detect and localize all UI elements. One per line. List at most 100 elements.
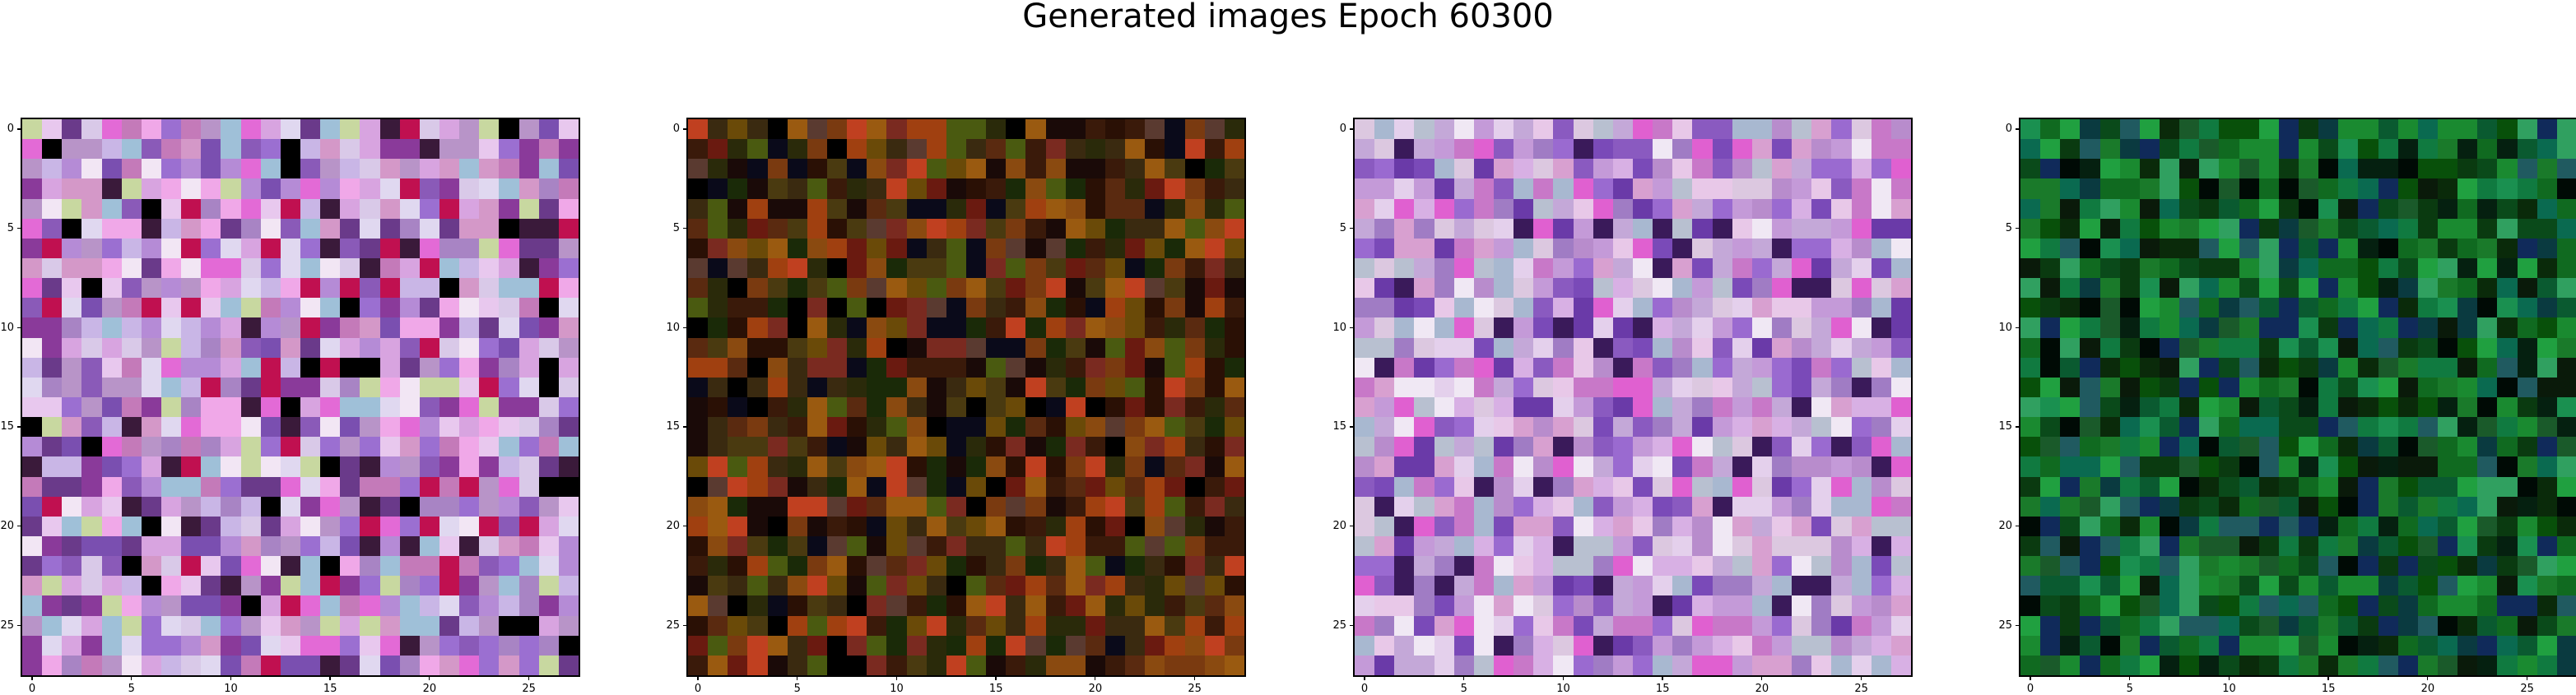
x-tick-mark [2426,675,2429,680]
pixel-grid [1353,118,1913,677]
y-tick-mark [2016,327,2020,328]
y-tick-label: 25 [1998,619,2012,632]
x-tick-label: 25 [1188,683,1202,695]
y-tick-label: 15 [1998,420,2012,433]
x-tick-label: 15 [988,683,1003,695]
x-tick-label: 10 [2222,683,2236,695]
y-tick-mark [683,227,688,229]
x-tick-label: 15 [2321,683,2336,695]
x-tick-mark [2228,675,2230,680]
pixel-grid [21,118,580,677]
y-tick-mark [17,128,22,130]
y-tick-label: 20 [666,519,680,532]
x-tick-label: 0 [694,683,702,695]
x-tick-label: 20 [1755,683,1769,695]
y-tick-label: 10 [1998,321,2012,334]
x-tick-mark [1094,675,1096,680]
y-tick-mark [1350,227,1355,229]
x-tick-label: 0 [1360,683,1369,695]
y-tick-mark [683,128,688,130]
y-tick-label: 10 [666,321,680,334]
pixel-grid [2019,118,2576,677]
y-tick-mark [2016,624,2020,627]
y-tick-label: 20 [1332,519,1346,532]
figure-title: Generated images Epoch 60300 [1022,0,1554,35]
generated-image-panel-4: 0 5 10 15 20 25 0 5 10 15 20 25 [1998,118,2576,694]
y-tick-mark [2016,525,2020,527]
x-tick-mark [329,675,331,680]
x-tick-mark [1860,675,1862,680]
x-tick-label: 10 [1556,683,1570,695]
x-tick-mark [1760,675,1763,680]
y-tick-label: 25 [1332,619,1346,632]
x-tick-label: 5 [128,683,135,695]
y-tick-label: 0 [7,123,14,136]
x-tick-mark [1364,675,1365,680]
y-tick-mark [683,525,688,527]
y-tick-label: 20 [1998,519,2012,532]
y-tick-label: 25 [0,619,14,632]
x-tick-label: 10 [890,683,904,695]
x-tick-mark [995,675,997,680]
y-tick-label: 25 [666,619,680,632]
y-tick-label: 0 [1339,123,1346,136]
y-tick-mark [17,327,22,328]
y-tick-mark [2016,426,2020,428]
y-tick-mark [683,327,688,328]
x-tick-mark [2128,675,2131,680]
x-tick-mark [697,675,699,680]
x-tick-mark [2526,675,2528,680]
x-tick-label: 20 [1088,683,1103,695]
x-tick-mark [528,675,530,680]
generated-image-panel-2: 0 5 10 15 20 25 0 5 10 15 20 25 [666,118,1246,694]
x-tick-mark [895,675,897,680]
y-tick-mark [683,426,688,428]
y-tick-label: 5 [672,221,680,234]
y-tick-label: 5 [7,221,14,234]
x-tick-mark [2327,675,2329,680]
y-tick-label: 0 [2005,123,2012,136]
x-tick-label: 5 [1460,683,1467,695]
x-tick-mark [1462,675,1465,680]
x-tick-mark [2030,675,2031,680]
generated-image-panel-1: 0 5 10 15 20 25 0 5 10 15 20 25 [0,118,580,694]
y-tick-mark [17,624,22,627]
y-tick-label: 15 [666,420,680,433]
y-tick-mark [17,525,22,527]
x-tick-mark [230,675,231,680]
y-tick-mark [1350,426,1355,428]
x-tick-label: 20 [422,683,437,695]
x-tick-label: 5 [793,683,801,695]
y-tick-mark [2016,227,2020,229]
x-tick-mark [796,675,798,680]
y-tick-mark [17,426,22,428]
x-tick-label: 25 [1854,683,1868,695]
x-tick-label: 15 [1655,683,1670,695]
y-tick-mark [1350,128,1355,130]
y-tick-label: 5 [1339,221,1346,234]
x-tick-label: 0 [2026,683,2034,695]
y-tick-label: 20 [0,519,14,532]
generated-image-panel-3: 0 5 10 15 20 25 0 5 10 15 20 25 [1332,118,1913,694]
pixel-grid [686,118,1246,677]
y-tick-mark [1350,327,1355,328]
y-tick-label: 15 [0,420,14,433]
y-tick-mark [683,624,688,627]
x-tick-label: 15 [323,683,337,695]
y-tick-label: 10 [0,321,14,334]
x-tick-label: 25 [2520,683,2534,695]
y-tick-label: 15 [1332,420,1346,433]
y-tick-label: 10 [1332,321,1346,334]
y-tick-mark [17,227,22,229]
x-tick-label: 25 [522,683,536,695]
x-tick-label: 10 [224,683,238,695]
y-tick-mark [2016,128,2020,130]
x-tick-label: 0 [28,683,36,695]
y-tick-mark [1350,525,1355,527]
y-tick-label: 0 [672,123,680,136]
x-tick-mark [1562,675,1564,680]
y-tick-label: 5 [2005,221,2012,234]
x-tick-mark [428,675,430,680]
x-tick-mark [130,675,133,680]
x-tick-label: 5 [2126,683,2133,695]
